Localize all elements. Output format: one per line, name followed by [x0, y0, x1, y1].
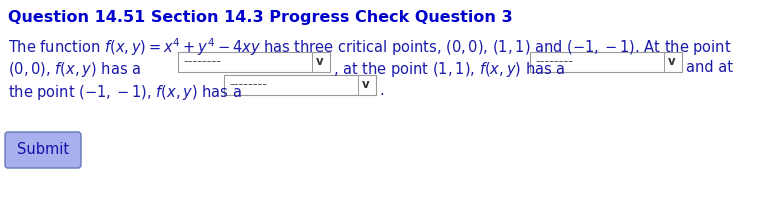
- Text: $(0, 0)$, $f(x, y)$ has a: $(0, 0)$, $f(x, y)$ has a: [8, 60, 141, 79]
- FancyBboxPatch shape: [5, 132, 81, 168]
- Text: --------: --------: [535, 55, 573, 68]
- Text: v: v: [362, 78, 370, 91]
- Text: , at the point $(1, 1)$, $f(x, y)$ has a: , at the point $(1, 1)$, $f(x, y)$ has a: [333, 60, 565, 79]
- Text: the point $(-1, -1)$, $f(x, y)$ has a: the point $(-1, -1)$, $f(x, y)$ has a: [8, 83, 242, 102]
- Text: Question 14.51 Section 14.3 Progress Check Question 3: Question 14.51 Section 14.3 Progress Che…: [8, 10, 513, 25]
- Bar: [178, 52, 330, 72]
- Bar: [224, 75, 376, 95]
- Bar: [530, 52, 682, 72]
- Text: The function $f(x, y) = x^4 + y^4 - 4xy$ has three critical points, $(0, 0)$, $(: The function $f(x, y) = x^4 + y^4 - 4xy$…: [8, 36, 732, 58]
- Text: and at: and at: [686, 60, 733, 75]
- Text: .: .: [379, 83, 384, 98]
- Text: v: v: [668, 55, 676, 68]
- Text: v: v: [316, 55, 324, 68]
- Text: --------: --------: [183, 55, 221, 68]
- Text: Submit: Submit: [17, 143, 69, 157]
- Text: --------: --------: [229, 78, 267, 91]
